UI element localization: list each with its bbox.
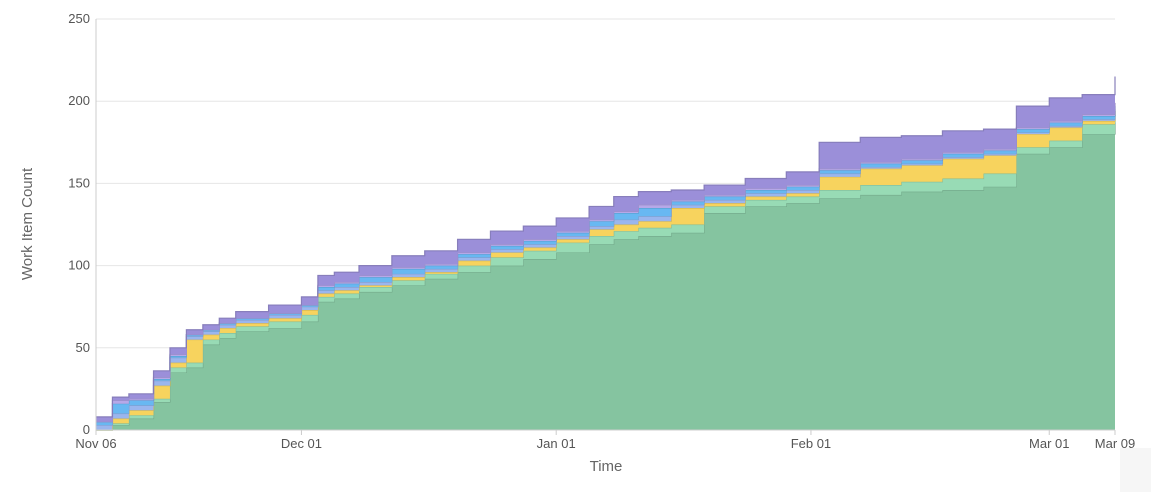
x-tick-label: Mar 01 [1029, 436, 1069, 451]
axes [95, 19, 1116, 435]
x-tick-label: Mar 09 [1095, 436, 1135, 451]
x-tick-label: Jan 01 [537, 436, 576, 451]
series-line-7 [96, 76, 1116, 418]
y-tick-label: 0 [83, 422, 90, 437]
series-area-1 [96, 122, 1115, 430]
x-tick-label: Dec 01 [281, 436, 322, 451]
series-area-7 [96, 76, 1115, 422]
series-area-2 [96, 111, 1115, 430]
x-axis-title: Time [590, 458, 623, 475]
y-tick-label: 250 [68, 11, 90, 26]
series-areas [96, 76, 1116, 431]
y-tick-label: 100 [68, 258, 90, 273]
y-axis-title: Work Item Count [19, 167, 36, 280]
y-tick-label: 50 [76, 340, 90, 355]
x-tick-label: Nov 06 [75, 436, 116, 451]
y-tick-label: 200 [68, 93, 90, 108]
x-tick-label: Feb 01 [791, 436, 831, 451]
corner-panel [1120, 448, 1151, 492]
tick-labels: 0 50 100 150 200 250 Nov 06 Dec 01 Jan 01 Feb 01 M… [68, 11, 1135, 451]
y-tick-label: 150 [68, 175, 90, 190]
